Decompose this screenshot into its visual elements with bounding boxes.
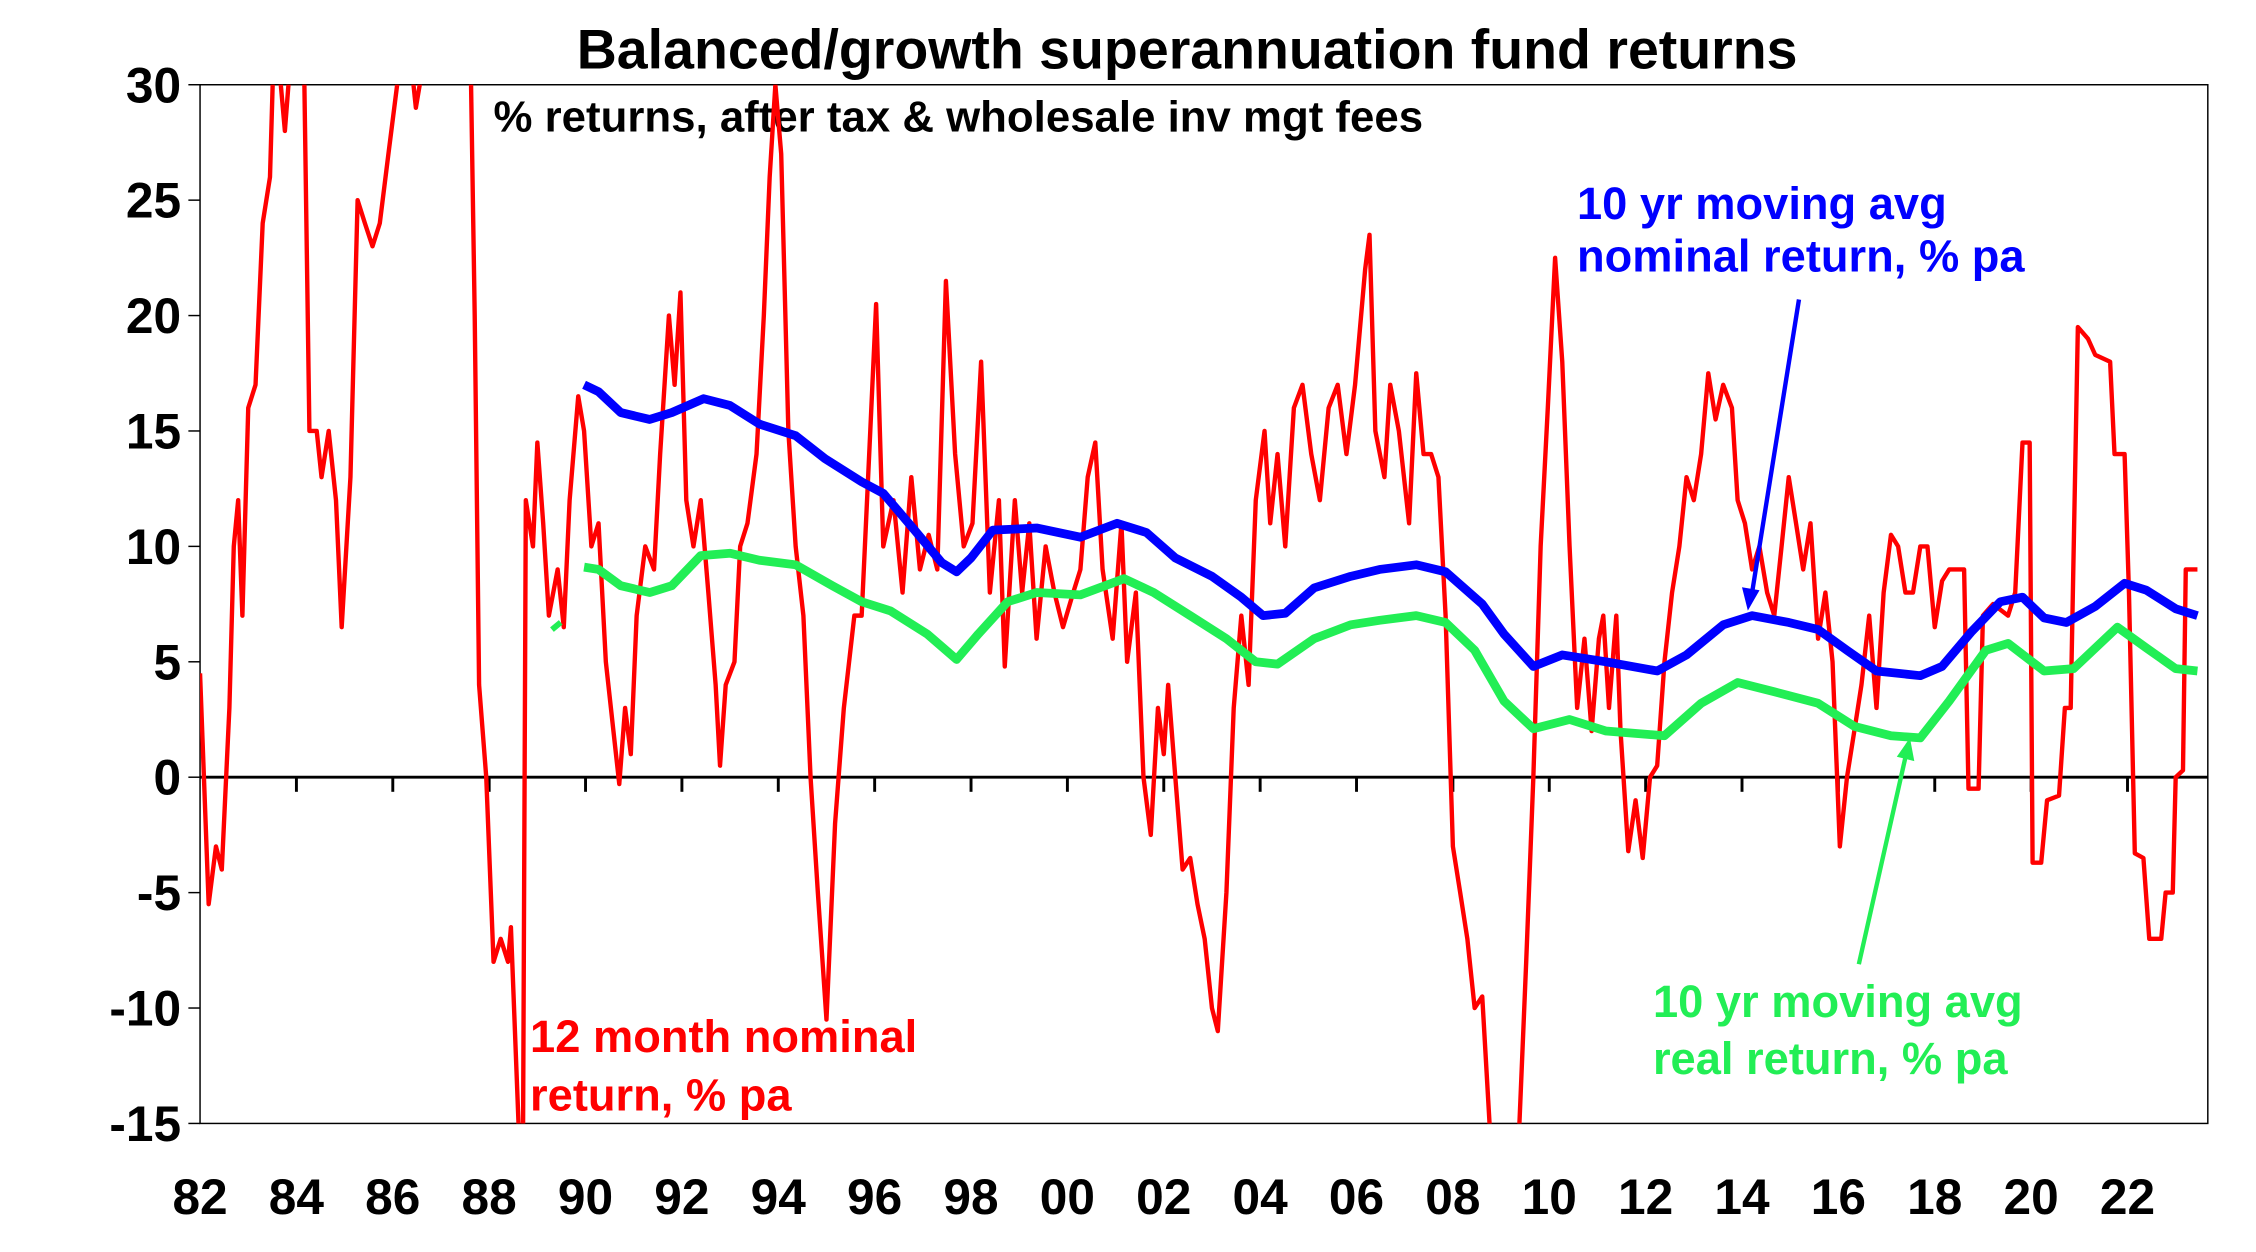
y-tick-label: 10	[126, 519, 181, 575]
blue-nominal-ma-line	[582, 380, 2199, 681]
green-fragment	[550, 620, 563, 632]
x-tick-label: 22	[2100, 1169, 2155, 1225]
series-lines	[200, 84, 2199, 1124]
y-tick-label: 15	[126, 403, 181, 459]
x-tick-label: 14	[1714, 1169, 1770, 1225]
y-tick-label: -5	[137, 865, 181, 921]
x-tick-label: 86	[365, 1169, 420, 1225]
green-real-ma-line	[583, 548, 2198, 743]
blue-annotation-line1: 10 yr moving avg	[1577, 178, 1947, 229]
x-tick-label: 08	[1425, 1169, 1480, 1225]
x-tick-label: 06	[1329, 1169, 1384, 1225]
x-tick-label: 12	[1618, 1169, 1673, 1225]
chart-subtitle: % returns, after tax & wholesale inv mgt…	[494, 92, 1424, 141]
green-annotation-line2: real return, % pa	[1653, 1033, 2008, 1084]
x-tick-label: 98	[943, 1169, 998, 1225]
x-tick-label: 10	[1522, 1169, 1577, 1225]
red-annotation-line1: 12 month nominal	[530, 1011, 917, 1062]
x-tick-label: 04	[1233, 1169, 1289, 1225]
chart-title: Balanced/growth superannuation fund retu…	[577, 19, 1798, 81]
y-tick-label: 0	[153, 750, 181, 806]
x-tick-label: 90	[558, 1169, 613, 1225]
x-tick-label: 18	[1907, 1169, 1962, 1225]
x-tick-label: 16	[1811, 1169, 1866, 1225]
x-tick-label: 82	[172, 1169, 227, 1225]
x-tick-label: 84	[269, 1169, 325, 1225]
y-tick-label: 20	[126, 288, 181, 344]
x-tick-label: 96	[847, 1169, 902, 1225]
red-annotation-line2: return, % pa	[530, 1069, 792, 1120]
y-tick-label: 30	[126, 57, 181, 113]
y-tick-label: -10	[109, 981, 181, 1037]
y-axis: 30 25 20 15 10 5 0 -5 -10 -15	[109, 57, 201, 1152]
x-tick-label: 20	[2004, 1169, 2059, 1225]
x-tick-label: 02	[1136, 1169, 1191, 1225]
y-tick-label: 5	[153, 634, 181, 690]
x-axis: 82 84 86 88 90 92 94 96 98 00 02 04 06 08 10 12 14 16 18 20…	[172, 775, 2208, 1225]
x-tick-label: 94	[751, 1169, 807, 1225]
x-tick-label: 92	[654, 1169, 709, 1225]
x-tick-label: 88	[462, 1169, 517, 1225]
green-arrow	[1856, 737, 1915, 965]
red-nominal-12m-line	[200, 84, 2198, 1124]
y-tick-label: -15	[109, 1096, 181, 1152]
green-annotation-line1: 10 yr moving avg	[1653, 976, 2023, 1027]
y-tick-label: 25	[126, 173, 181, 229]
blue-annotation-line2: nominal return, % pa	[1577, 231, 2025, 282]
x-tick-label: 00	[1040, 1169, 1095, 1225]
